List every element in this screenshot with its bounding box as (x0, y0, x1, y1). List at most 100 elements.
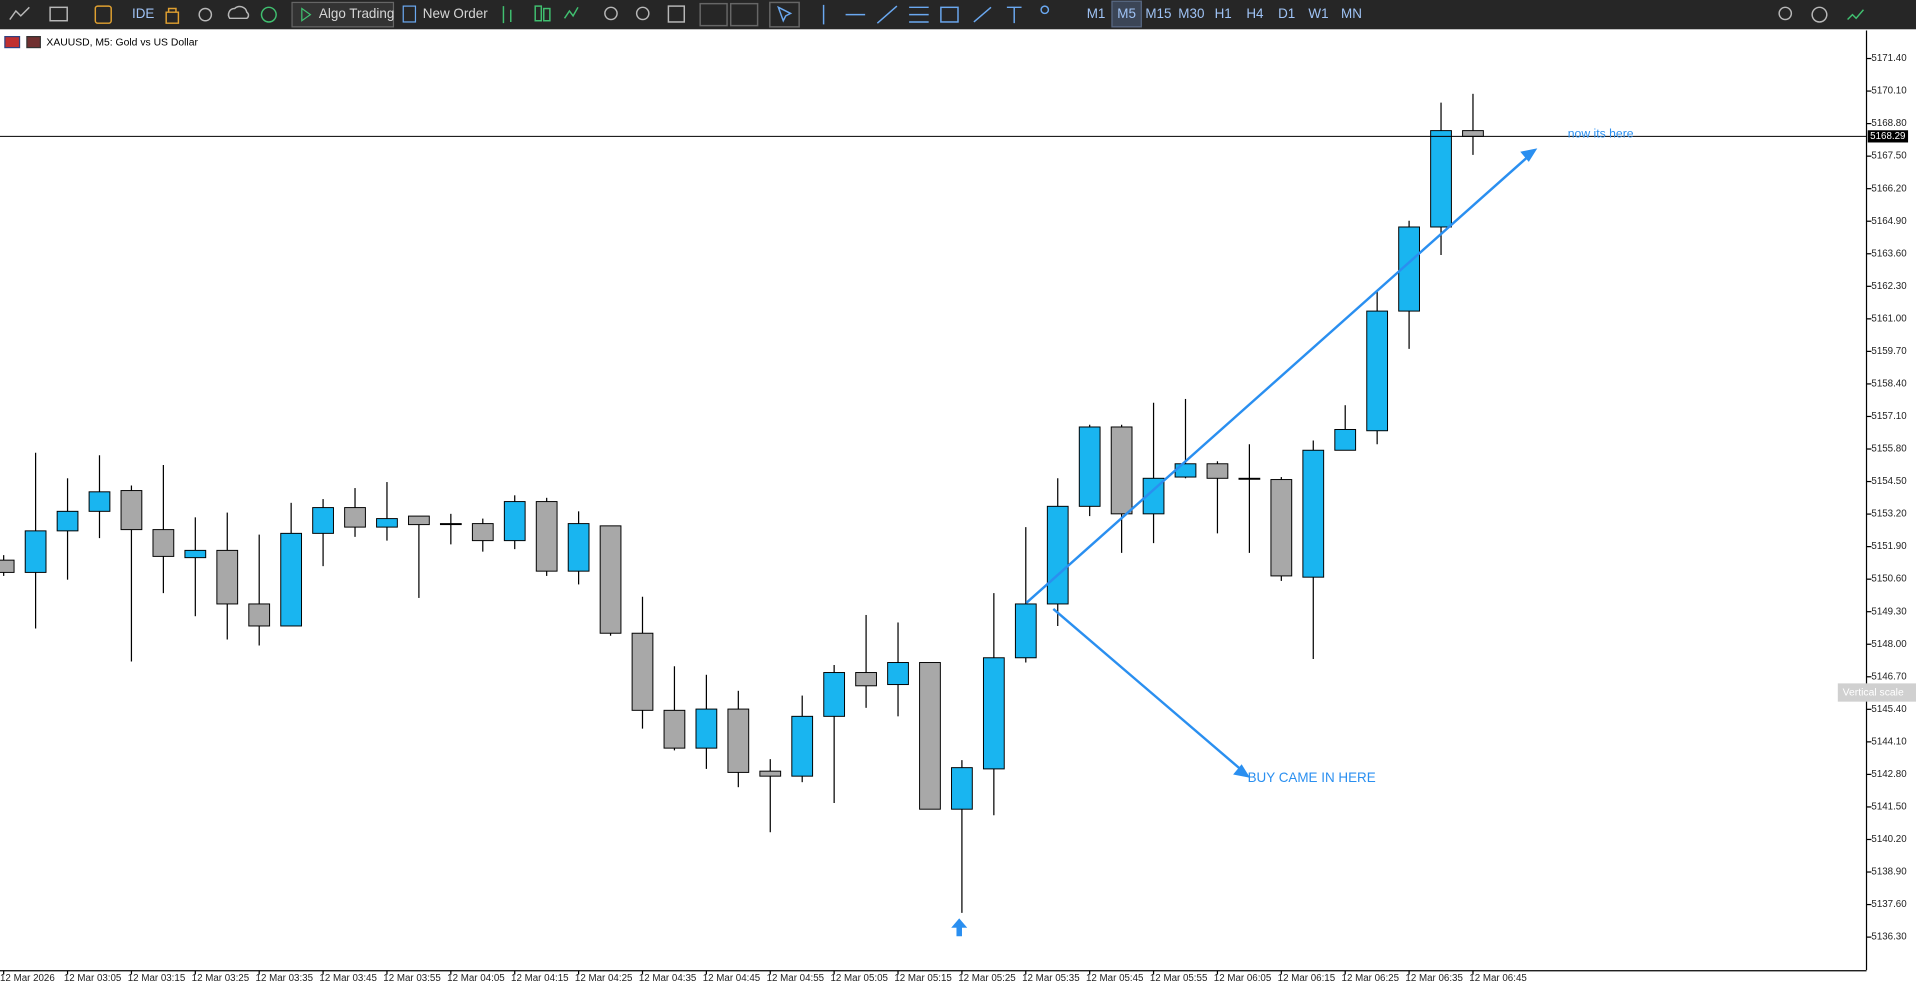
y-tick-label: 5149.30 (1871, 606, 1907, 617)
text-icon[interactable] (1006, 6, 1022, 24)
timeframe-button[interactable]: H1 (1215, 6, 1232, 21)
candle-body (1270, 479, 1293, 577)
timeframe-button[interactable]: M5 (1117, 6, 1136, 21)
candle-body (1078, 426, 1101, 507)
y-tick-label: 5161.00 (1871, 313, 1907, 324)
timeframe-button[interactable]: D1 (1278, 6, 1295, 21)
candle-body (727, 708, 750, 773)
objects-icon[interactable] (1040, 5, 1050, 15)
bars-icon[interactable] (502, 6, 512, 24)
x-tick-label: 12 Mar 04:55 (767, 973, 825, 984)
zoom-out-icon[interactable] (635, 6, 650, 21)
x-tick-label: 12 Mar 05:05 (830, 973, 888, 984)
x-tick-label: 12 Mar 06:15 (1278, 973, 1336, 984)
arrow-head (1520, 148, 1538, 162)
algo-trading-button[interactable]: Algo Trading (319, 6, 394, 21)
candle-body (951, 767, 973, 810)
y-tick-label: 5151.90 (1871, 541, 1907, 552)
buy-arrow-line[interactable] (1052, 608, 1243, 771)
candle-body (471, 523, 494, 542)
cursor-button[interactable] (769, 1, 800, 28)
y-tick-label: 5145.40 (1871, 704, 1907, 715)
candle-body (599, 525, 622, 634)
shift-icon[interactable] (729, 2, 759, 27)
shapes-icon[interactable] (940, 6, 959, 23)
y-tick-label: 5150.60 (1871, 574, 1907, 585)
candle-body (1206, 463, 1229, 479)
candle-body (184, 549, 207, 559)
candle-body (1366, 310, 1389, 432)
candles-icon[interactable] (534, 5, 543, 22)
candle-body (855, 672, 877, 687)
timeframe-button[interactable]: W1 (1308, 6, 1328, 21)
x-tick-label: 12 Mar 03:15 (128, 973, 186, 984)
new-order-button[interactable]: New Order (423, 6, 488, 21)
line-chart-icon[interactable] (563, 6, 579, 19)
candle-body (1046, 505, 1069, 605)
cursor-icon[interactable] (777, 5, 793, 23)
drawn-objects (951, 148, 1538, 937)
services-icon[interactable] (260, 6, 277, 23)
zoom-in-icon[interactable] (604, 6, 618, 21)
x-tick-label: 12 Mar 06:45 (1469, 973, 1527, 984)
tooltip: Vertical scale (1843, 687, 1904, 698)
annotation-text[interactable]: now its here (1568, 126, 1634, 140)
vps-icon[interactable] (227, 5, 250, 20)
x-tick-label: 12 Mar 03:35 (256, 973, 314, 984)
shop-icon[interactable] (165, 7, 180, 24)
candle-body (695, 708, 718, 749)
candle-body (535, 501, 558, 572)
candle-body (1334, 428, 1357, 451)
x-tick-label: 12 Mar 03:25 (192, 973, 250, 984)
current-price-label: 5168.29 (1870, 131, 1905, 142)
candle-body (248, 603, 271, 627)
x-tick-label: 12 Mar 05:45 (1086, 973, 1144, 984)
candle-body (120, 490, 143, 531)
candle-body (1430, 130, 1452, 228)
timeframe-button[interactable]: M1 (1087, 6, 1106, 21)
x-tick-label: 12 Mar 03:05 (64, 973, 122, 984)
annotation-text[interactable]: BUY CAME IN HERE (1248, 770, 1376, 785)
trend-arrow-line[interactable] (1025, 154, 1531, 604)
x-tick-label: 12 Mar 04:05 (447, 973, 505, 984)
timeframe-button[interactable]: M15 (1145, 6, 1171, 21)
tile-icon[interactable] (667, 5, 686, 23)
x-tick-label: 12 Mar 06:25 (1342, 973, 1400, 984)
timeframe-button[interactable]: H4 (1246, 6, 1264, 21)
market-icon[interactable] (94, 5, 112, 24)
x-tick-label: 12 Mar 03:45 (319, 973, 377, 984)
candle-body (88, 491, 111, 512)
signals-icon[interactable] (198, 7, 213, 22)
x-tick-label: 12 Mar 03:55 (383, 973, 441, 984)
new-chart-icon[interactable] (9, 6, 30, 20)
candle-body (0, 559, 15, 573)
timeframe-button[interactable]: M30 (1178, 6, 1204, 21)
trendline-icon[interactable] (876, 5, 898, 24)
chart-menu-icon[interactable] (4, 35, 21, 49)
search-icon[interactable] (1778, 6, 1793, 21)
buy-signal-arrow[interactable] (951, 918, 968, 937)
y-tick-label: 5136.30 (1871, 932, 1907, 943)
y-tick-label: 5146.70 (1871, 671, 1907, 682)
autoscroll-icon[interactable] (699, 2, 728, 27)
arrow-icon[interactable] (973, 6, 992, 23)
candle-body (1398, 226, 1420, 312)
level-icon[interactable] (1847, 9, 1865, 21)
tooltip-box (1837, 683, 1916, 702)
timeframe-button[interactable]: MN (1341, 6, 1362, 21)
ide-button[interactable]: IDE (132, 6, 154, 21)
account-icon[interactable] (1811, 6, 1828, 23)
channel-icon[interactable] (909, 6, 929, 23)
candle-body (503, 501, 526, 542)
y-tick-label: 5157.10 (1871, 411, 1907, 422)
x-tick-label: 12 Mar 05:25 (958, 973, 1016, 984)
x-tick-label: 12 Mar 04:15 (511, 973, 569, 984)
candle-body (408, 515, 430, 526)
candle-body (56, 510, 79, 532)
y-tick-label: 5142.80 (1871, 769, 1907, 780)
profiles-icon[interactable] (49, 6, 68, 22)
y-tick-label: 5164.90 (1871, 216, 1907, 227)
candle-body (1014, 603, 1037, 659)
